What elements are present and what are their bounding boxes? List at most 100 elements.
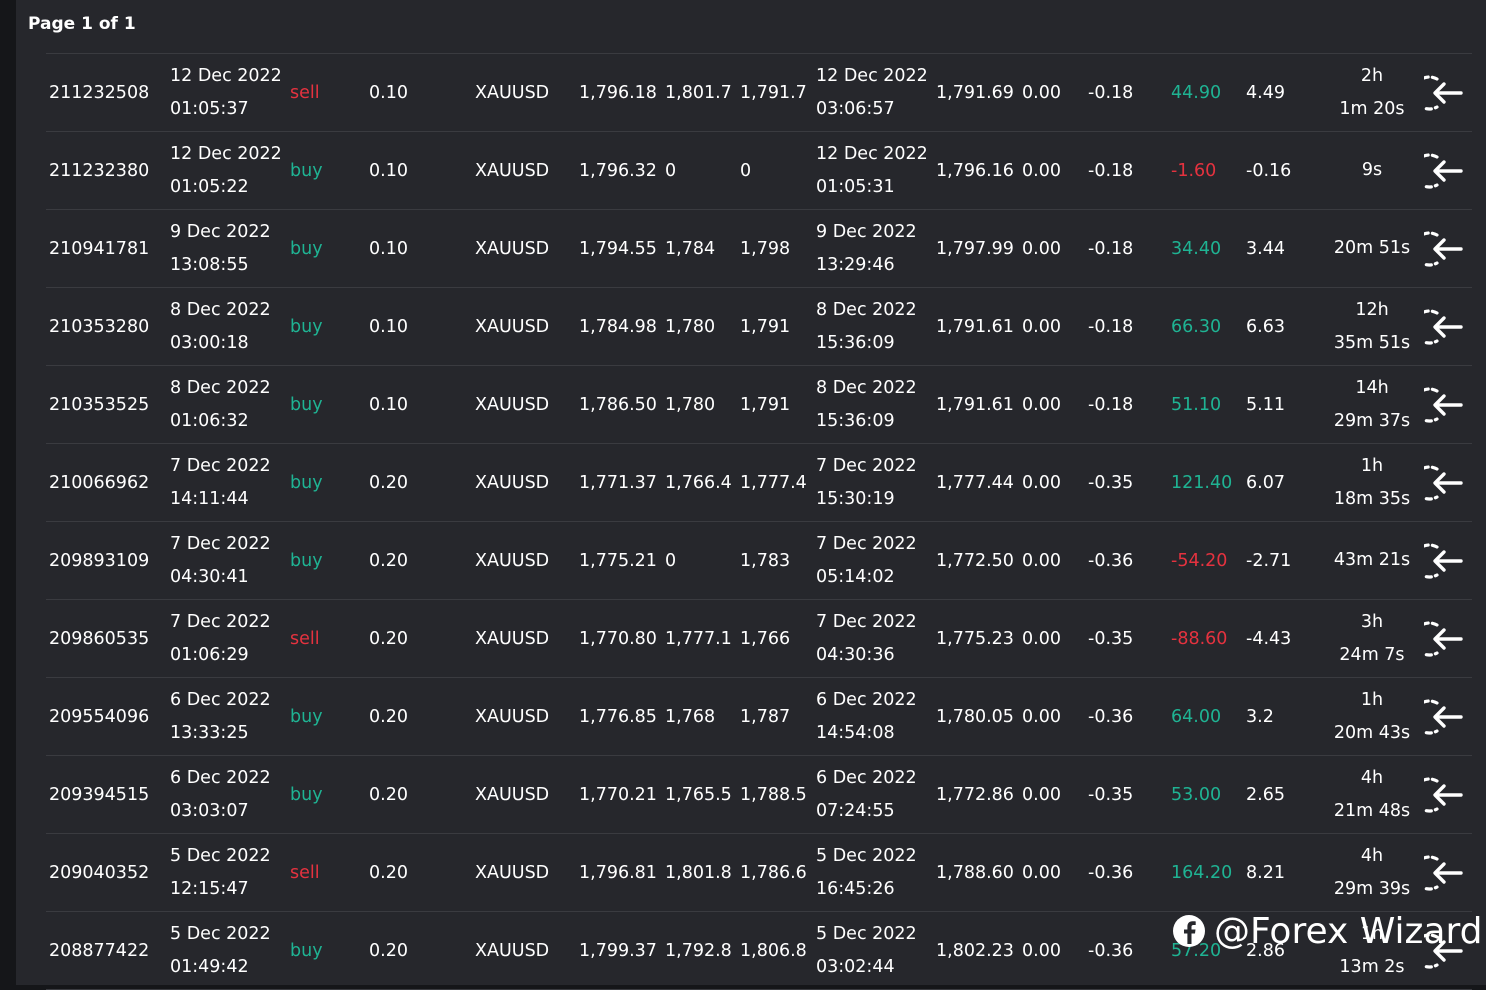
open-time-cell: 7 Dec 2022 04:30:41 (170, 522, 271, 599)
table-row: 211232380 12 Dec 2022 01:05:22 buy 0.10 … (46, 132, 1472, 210)
close-position-icon[interactable] (1424, 384, 1466, 426)
close-price-cell: 1,777.44 (936, 472, 1014, 493)
open-time: 03:03:07 (170, 800, 249, 821)
close-date: 6 Dec 2022 (816, 767, 917, 788)
open-price-cell: 1,784.98 (579, 316, 657, 337)
commission-cell: 0.00 (1022, 394, 1061, 415)
duration-cell: 4h 29m 39s (1322, 834, 1422, 911)
trade-history-panel: Page 1 of 1 211232508 12 Dec 2022 01:05:… (16, 0, 1486, 990)
close-time: 13:29:46 (816, 254, 895, 275)
close-position-icon[interactable] (1424, 618, 1466, 660)
take-profit-cell: 1,766 (740, 628, 791, 649)
duration-cell: 4h 21m 48s (1322, 756, 1422, 833)
open-price-cell: 1,794.55 (579, 238, 657, 259)
page-indicator: Page 1 of 1 (28, 14, 136, 34)
close-price-cell: 1,772.50 (936, 550, 1014, 571)
close-date: 7 Dec 2022 (816, 611, 917, 632)
duration-cell: 9s (1322, 132, 1422, 209)
close-price-cell: 1,780.05 (936, 706, 1014, 727)
open-date: 5 Dec 2022 (170, 845, 271, 866)
duration-line-2: 29m 39s (1333, 878, 1411, 899)
close-time: 16:45:26 (816, 878, 895, 899)
symbol-cell: XAUUSD (475, 940, 550, 961)
open-time-cell: 7 Dec 2022 14:11:44 (170, 444, 271, 521)
duration-cell: 12h 35m 51s (1322, 288, 1422, 365)
duration-cell: 2h 1m 20s (1322, 54, 1422, 131)
open-price-cell: 1,776.85 (579, 706, 657, 727)
close-position-icon[interactable] (1424, 306, 1466, 348)
close-position-icon[interactable] (1424, 150, 1466, 192)
close-position-button[interactable] (1422, 366, 1468, 443)
duration-line-2: 24m 7s (1339, 644, 1405, 665)
commission-cell: 0.00 (1022, 628, 1061, 649)
close-position-icon[interactable] (1424, 540, 1466, 582)
close-time: 15:36:09 (816, 410, 895, 431)
symbol-cell: XAUUSD (475, 238, 550, 259)
open-time: 03:00:18 (170, 332, 249, 353)
close-position-button[interactable] (1422, 834, 1468, 911)
close-position-button[interactable] (1422, 912, 1468, 989)
commission-cell: 0.00 (1022, 706, 1061, 727)
close-position-button[interactable] (1422, 444, 1468, 521)
close-date: 5 Dec 2022 (816, 923, 917, 944)
take-profit-cell: 1,783 (740, 550, 791, 571)
swap-cell: -0.18 (1088, 394, 1134, 415)
close-time-cell: 6 Dec 2022 07:24:55 (816, 756, 917, 833)
pips-cell: 8.21 (1246, 862, 1285, 883)
close-position-button[interactable] (1422, 600, 1468, 677)
swap-cell: -0.35 (1088, 472, 1134, 493)
pips-cell: 3.2 (1246, 706, 1274, 727)
close-position-icon[interactable] (1424, 72, 1466, 114)
close-time: 04:30:36 (816, 644, 895, 665)
take-profit-cell: 1,806.8 (740, 940, 807, 961)
close-position-icon[interactable] (1424, 852, 1466, 894)
trade-type-cell: buy (290, 706, 323, 727)
open-date: 12 Dec 2022 (170, 143, 282, 164)
pips-cell: 6.63 (1246, 316, 1285, 337)
close-position-button[interactable] (1422, 522, 1468, 599)
take-profit-cell: 1,777.4 (740, 472, 807, 493)
stop-loss-cell: 1,765.5 (665, 784, 732, 805)
close-position-button[interactable] (1422, 678, 1468, 755)
stop-loss-cell: 1,801.7 (665, 82, 732, 103)
open-date: 6 Dec 2022 (170, 767, 271, 788)
close-position-icon[interactable] (1424, 930, 1466, 972)
volume-cell: 0.10 (369, 394, 408, 415)
open-time-cell: 5 Dec 2022 12:15:47 (170, 834, 271, 911)
swap-cell: -0.35 (1088, 628, 1134, 649)
ticket-cell: 208877422 (49, 940, 150, 961)
close-price-cell: 1,791.61 (936, 316, 1014, 337)
close-position-button[interactable] (1422, 132, 1468, 209)
close-position-icon[interactable] (1424, 774, 1466, 816)
duration-cell: 14h 29m 37s (1322, 366, 1422, 443)
pips-cell: 4.49 (1246, 82, 1285, 103)
duration-line-1: 12h (1355, 299, 1389, 320)
commission-cell: 0.00 (1022, 238, 1061, 259)
trade-type-cell: buy (290, 238, 323, 259)
duration-line-1: 14h (1355, 377, 1389, 398)
close-position-button[interactable] (1422, 756, 1468, 833)
pips-cell: 6.07 (1246, 472, 1285, 493)
symbol-cell: XAUUSD (475, 160, 550, 181)
close-position-icon[interactable] (1424, 228, 1466, 270)
close-position-button[interactable] (1422, 54, 1468, 131)
close-time: 14:54:08 (816, 722, 895, 743)
close-position-icon[interactable] (1424, 696, 1466, 738)
ticket-cell: 209860535 (49, 628, 150, 649)
close-position-button[interactable] (1422, 210, 1468, 287)
close-time: 15:30:19 (816, 488, 895, 509)
duration-line-1: 1h (1360, 923, 1384, 944)
facebook-icon (1173, 915, 1205, 947)
swap-cell: -0.36 (1088, 706, 1134, 727)
table-row: 210066962 7 Dec 2022 14:11:44 buy 0.20 X… (46, 444, 1472, 522)
close-position-icon[interactable] (1424, 462, 1466, 504)
ticket-cell: 209040352 (49, 862, 150, 883)
close-position-button[interactable] (1422, 288, 1468, 365)
open-time-cell: 9 Dec 2022 13:08:55 (170, 210, 271, 287)
close-date: 5 Dec 2022 (816, 845, 917, 866)
volume-cell: 0.20 (369, 628, 408, 649)
ticket-cell: 209394515 (49, 784, 150, 805)
close-time-cell: 7 Dec 2022 04:30:36 (816, 600, 917, 677)
close-time-cell: 7 Dec 2022 15:30:19 (816, 444, 917, 521)
close-price-cell: 1,772.86 (936, 784, 1014, 805)
